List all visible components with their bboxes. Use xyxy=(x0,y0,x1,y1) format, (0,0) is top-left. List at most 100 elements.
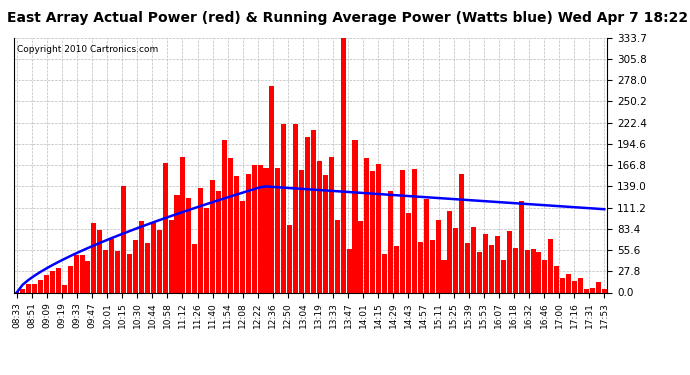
Bar xyxy=(287,225,293,292)
Bar xyxy=(299,170,304,292)
Bar xyxy=(133,240,138,292)
Bar xyxy=(305,137,310,292)
Bar xyxy=(400,170,405,292)
Bar xyxy=(317,160,322,292)
Bar xyxy=(406,213,411,292)
Bar xyxy=(435,220,441,292)
Bar xyxy=(430,240,435,292)
Bar xyxy=(578,278,583,292)
Bar xyxy=(175,195,179,292)
Bar xyxy=(97,230,102,292)
Bar xyxy=(542,261,547,292)
Bar xyxy=(590,288,595,292)
Bar xyxy=(293,124,298,292)
Bar xyxy=(56,268,61,292)
Bar xyxy=(252,165,257,292)
Bar xyxy=(311,130,316,292)
Bar xyxy=(524,250,530,292)
Text: Copyright 2010 Cartronics.com: Copyright 2010 Cartronics.com xyxy=(17,45,158,54)
Bar xyxy=(275,168,280,292)
Bar xyxy=(257,165,263,292)
Bar xyxy=(341,38,346,292)
Bar xyxy=(453,228,458,292)
Bar xyxy=(186,198,191,292)
Bar xyxy=(595,282,601,292)
Bar xyxy=(506,231,512,292)
Bar xyxy=(109,239,115,292)
Bar xyxy=(382,254,387,292)
Bar xyxy=(91,223,97,292)
Bar xyxy=(246,174,250,292)
Bar xyxy=(61,285,67,292)
Bar xyxy=(519,201,524,292)
Bar xyxy=(394,246,399,292)
Bar xyxy=(388,190,393,292)
Bar xyxy=(560,278,565,292)
Bar xyxy=(32,284,37,292)
Bar xyxy=(234,176,239,292)
Bar xyxy=(228,158,233,292)
Bar xyxy=(471,227,476,292)
Bar xyxy=(584,289,589,292)
Bar xyxy=(358,220,364,292)
Bar xyxy=(412,169,417,292)
Bar xyxy=(163,163,168,292)
Bar xyxy=(531,249,535,292)
Bar xyxy=(513,248,518,292)
Bar xyxy=(180,157,186,292)
Bar xyxy=(460,174,464,292)
Bar xyxy=(346,249,352,292)
Bar xyxy=(417,242,423,292)
Bar xyxy=(50,271,55,292)
Bar xyxy=(549,239,553,292)
Bar xyxy=(193,244,197,292)
Bar xyxy=(282,124,286,292)
Bar xyxy=(86,261,90,292)
Bar xyxy=(121,186,126,292)
Bar xyxy=(353,140,357,292)
Bar xyxy=(222,140,227,292)
Bar xyxy=(371,171,375,292)
Bar xyxy=(239,201,245,292)
Bar xyxy=(68,266,72,292)
Bar xyxy=(145,243,150,292)
Bar xyxy=(572,281,577,292)
Bar xyxy=(442,260,446,292)
Bar xyxy=(489,245,494,292)
Bar xyxy=(104,250,108,292)
Bar xyxy=(447,211,453,292)
Bar xyxy=(501,260,506,292)
Bar xyxy=(323,176,328,292)
Bar xyxy=(536,252,542,292)
Bar xyxy=(376,164,382,292)
Bar xyxy=(198,188,204,292)
Bar xyxy=(465,243,471,292)
Bar xyxy=(26,284,31,292)
Bar xyxy=(20,289,26,292)
Bar xyxy=(168,220,174,292)
Bar xyxy=(79,255,85,292)
Bar xyxy=(424,198,428,292)
Bar xyxy=(38,280,43,292)
Bar xyxy=(150,223,156,292)
Bar xyxy=(115,251,120,292)
Bar xyxy=(157,230,161,292)
Bar xyxy=(477,252,482,292)
Bar xyxy=(139,220,144,292)
Bar xyxy=(210,180,215,292)
Bar xyxy=(269,86,275,292)
Bar xyxy=(74,255,79,292)
Bar xyxy=(554,266,560,292)
Bar xyxy=(335,220,339,292)
Bar xyxy=(264,168,268,292)
Bar xyxy=(44,275,49,292)
Bar xyxy=(328,157,334,292)
Bar xyxy=(602,289,607,292)
Text: East Array Actual Power (red) & Running Average Power (Watts blue) Wed Apr 7 18:: East Array Actual Power (red) & Running … xyxy=(7,11,688,25)
Bar xyxy=(127,254,132,292)
Bar xyxy=(364,158,369,292)
Bar xyxy=(495,236,500,292)
Bar xyxy=(216,190,221,292)
Bar xyxy=(204,208,209,292)
Bar xyxy=(566,274,571,292)
